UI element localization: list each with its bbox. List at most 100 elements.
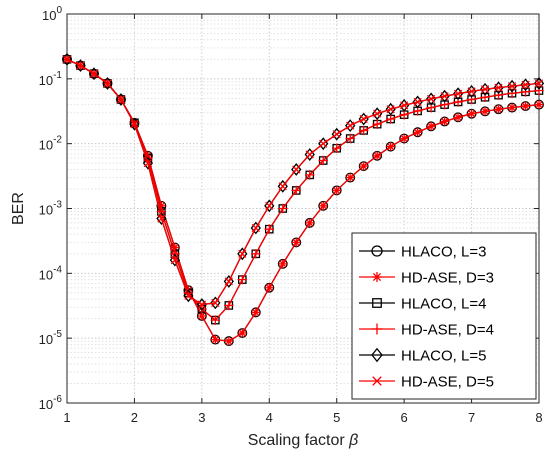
data-point <box>251 249 261 259</box>
x-tick-label: 8 <box>535 410 542 425</box>
data-point <box>183 289 194 303</box>
data-point <box>426 122 436 131</box>
data-point <box>386 142 395 151</box>
data-point <box>278 203 288 214</box>
series <box>61 52 545 347</box>
y-tick-label: 10-6 <box>39 394 63 412</box>
data-point <box>534 85 544 96</box>
data-point <box>346 121 355 130</box>
data-point <box>372 119 382 129</box>
legend-item: HLACO, L=4 <box>359 296 486 313</box>
x-axis-label: Scaling factor β <box>248 432 359 449</box>
data-point <box>318 201 328 211</box>
data-point <box>238 249 247 258</box>
data-point <box>358 125 369 136</box>
data-point <box>251 308 261 317</box>
data-point <box>224 300 234 311</box>
y-axis-label: BER <box>10 192 27 225</box>
data-point <box>372 376 382 386</box>
legend-item: HD-ASE, D=3 <box>359 270 494 287</box>
data-point <box>372 107 383 121</box>
data-point <box>237 274 248 285</box>
y-tick-label: 10-4 <box>39 264 63 282</box>
legend-item: HD-ASE, D=4 <box>359 322 494 339</box>
data-point <box>157 201 166 211</box>
y-tick-label: 100 <box>42 5 62 23</box>
data-point <box>413 127 422 137</box>
data-point <box>466 84 477 98</box>
data-point <box>494 104 503 114</box>
legend-item: HLACO, L=3 <box>359 244 486 261</box>
data-point <box>305 150 314 159</box>
data-point <box>210 296 221 310</box>
x-tick-label: 5 <box>333 410 340 425</box>
data-point <box>400 101 409 110</box>
data-point <box>440 92 449 101</box>
legend-item: HLACO, L=5 <box>359 348 486 365</box>
legend-label: HD-ASE, D=5 <box>401 374 494 391</box>
data-point <box>520 78 531 92</box>
data-point <box>507 88 517 98</box>
data-point <box>197 311 207 321</box>
data-point <box>412 95 423 109</box>
data-point <box>157 214 166 223</box>
data-point <box>278 182 287 191</box>
data-point <box>62 55 72 64</box>
data-point <box>453 89 463 98</box>
data-point <box>184 291 193 300</box>
data-point <box>61 52 73 66</box>
data-point <box>142 156 154 170</box>
data-point <box>493 81 504 95</box>
data-point <box>467 109 476 118</box>
y-tick-label: 10-1 <box>39 70 63 88</box>
data-point <box>305 170 315 180</box>
legend-label: HD-ASE, D=4 <box>401 322 494 339</box>
data-point <box>170 243 180 252</box>
data-point <box>89 69 99 78</box>
data-point <box>156 212 167 225</box>
x-tick-label: 2 <box>131 410 138 425</box>
data-point <box>373 109 382 118</box>
data-point <box>103 79 112 88</box>
data-point <box>440 117 449 126</box>
series-line <box>66 58 540 306</box>
data-point <box>169 253 181 267</box>
data-point <box>224 336 234 346</box>
data-point <box>426 94 436 104</box>
x-tick-label: 3 <box>198 410 205 425</box>
data-point <box>385 102 396 116</box>
y-tick-labels: 10-6 10-5 10-4 10-3 10-2 10-1 100 <box>39 5 63 412</box>
data-point <box>305 218 315 228</box>
data-point <box>250 221 261 235</box>
data-point <box>197 300 206 309</box>
y-tick-label: 10-5 <box>39 329 63 347</box>
data-point <box>372 298 382 308</box>
data-point <box>507 82 517 91</box>
data-point <box>237 247 248 261</box>
data-point <box>493 90 504 100</box>
data-point <box>425 92 437 106</box>
data-point <box>359 114 368 124</box>
data-point <box>453 113 463 122</box>
data-point <box>332 186 342 195</box>
data-point <box>520 87 531 97</box>
data-point <box>371 245 383 257</box>
legend-label: HLACO, L=5 <box>401 348 486 365</box>
data-point <box>211 298 220 308</box>
data-point <box>533 76 545 90</box>
data-point <box>115 93 127 106</box>
data-point <box>170 255 180 265</box>
x-tick-label: 4 <box>266 410 273 425</box>
data-point <box>332 130 341 139</box>
data-point <box>265 201 274 210</box>
data-point <box>291 163 302 176</box>
data-point <box>521 101 530 111</box>
legend-item: HD-ASE, D=5 <box>359 374 494 391</box>
data-point <box>143 159 153 168</box>
legend-label: HLACO, L=3 <box>401 244 486 261</box>
data-point <box>372 151 382 161</box>
legend-box <box>351 232 537 400</box>
data-point <box>399 134 409 143</box>
data-point <box>507 103 517 112</box>
